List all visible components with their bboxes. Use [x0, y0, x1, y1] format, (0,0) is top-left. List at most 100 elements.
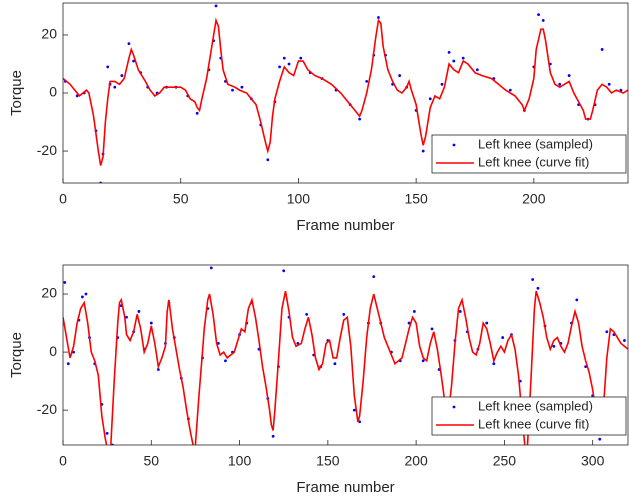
sample-point [305, 312, 309, 316]
sample-point [552, 344, 556, 348]
sample-point [209, 266, 213, 270]
sample-point [475, 68, 479, 72]
legend-label: Left knee (sampled) [478, 398, 593, 413]
sample-point [72, 350, 75, 354]
y-tick-label: -20 [37, 401, 57, 417]
sample-point [623, 339, 626, 342]
sample-point [149, 321, 153, 325]
sample-point [127, 42, 131, 46]
y-tick-label: 20 [41, 26, 57, 42]
sample-point [421, 359, 425, 363]
sample-point [372, 275, 376, 279]
sample-point [447, 50, 451, 54]
sample-point [266, 158, 270, 162]
sample-point [531, 278, 535, 281]
sample-point [278, 65, 281, 69]
sample-point [430, 327, 434, 331]
sample-point [492, 362, 496, 366]
x-tick-label: 200 [404, 453, 428, 469]
sample-point [63, 281, 67, 284]
x-tick-label: 0 [59, 453, 67, 469]
sample-point [398, 74, 402, 77]
sample-point [607, 82, 611, 86]
sample-point [195, 111, 199, 115]
sample-point [75, 94, 79, 98]
sample-point [224, 359, 227, 363]
sample-point [105, 431, 109, 435]
y-axis-label: Torque [8, 332, 25, 378]
x-tick-label: 150 [316, 453, 340, 469]
sample-point [452, 59, 456, 63]
legend-label: Left knee (curve fit) [478, 416, 589, 431]
sample-point [421, 149, 425, 153]
sample-point [342, 312, 346, 316]
x-axis-label: Frame number [296, 217, 394, 234]
sample-point [282, 56, 286, 60]
legend-label: Left knee (curve fit) [478, 154, 589, 169]
legend-marker [452, 143, 456, 147]
sample-point [377, 16, 380, 19]
sample-point [412, 310, 416, 313]
sample-point [84, 292, 88, 296]
sample-point [113, 85, 117, 89]
sample-point [567, 74, 571, 77]
sample-point [240, 85, 244, 89]
sample-point [216, 341, 220, 345]
sample-point [485, 321, 489, 325]
x-tick-label: 200 [522, 191, 546, 207]
fit-curve [63, 290, 628, 445]
sample-point [333, 362, 337, 366]
sample-point [365, 79, 369, 83]
x-axis-label: Frame number [296, 479, 394, 496]
x-tick-label: 300 [581, 453, 605, 469]
x-tick-label: 50 [143, 453, 159, 469]
sample-point [66, 362, 70, 366]
sample-point [358, 420, 362, 424]
sample-point [605, 330, 609, 334]
sample-point [600, 48, 604, 51]
x-tick-label: 50 [173, 191, 189, 207]
sample-point [287, 62, 291, 66]
sample-point [619, 88, 623, 92]
sample-point [558, 82, 562, 86]
sample-point [231, 88, 234, 92]
sample-point [271, 434, 275, 438]
sample-point [194, 449, 197, 452]
fit-curve [63, 17, 628, 166]
sample-point [541, 19, 545, 22]
x-tick-label: 0 [59, 191, 67, 207]
sample-point [440, 82, 444, 86]
y-tick-label: 0 [49, 84, 57, 100]
sample-point [81, 295, 84, 299]
sample-point [575, 298, 579, 302]
sample-point [132, 59, 136, 63]
y-tick-label: 0 [49, 343, 57, 359]
sample-point [282, 269, 286, 273]
sample-point [106, 65, 110, 69]
legend-box [431, 134, 627, 174]
legend-box [431, 396, 627, 436]
sample-point [214, 4, 218, 8]
sample-point [501, 336, 505, 339]
sample-point [156, 368, 160, 371]
sample-point [358, 117, 362, 121]
x-tick-label: 250 [493, 453, 517, 469]
sample-point [508, 88, 512, 92]
x-tick-label: 100 [287, 191, 311, 207]
y-tick-label: 20 [41, 285, 57, 301]
sample-point [458, 310, 462, 313]
sample-point [537, 13, 540, 17]
sample-point [461, 56, 465, 60]
sample-point [407, 321, 411, 325]
x-tick-label: 150 [404, 191, 428, 207]
sample-point [352, 408, 356, 412]
legend-marker [452, 405, 456, 409]
sample-point [598, 437, 602, 441]
legend-label: Left knee (sampled) [478, 136, 593, 151]
sample-point [125, 315, 128, 319]
plot-area [63, 4, 628, 183]
sample-point [536, 286, 540, 290]
x-tick-label: 100 [228, 453, 252, 469]
sample-point [299, 56, 303, 60]
